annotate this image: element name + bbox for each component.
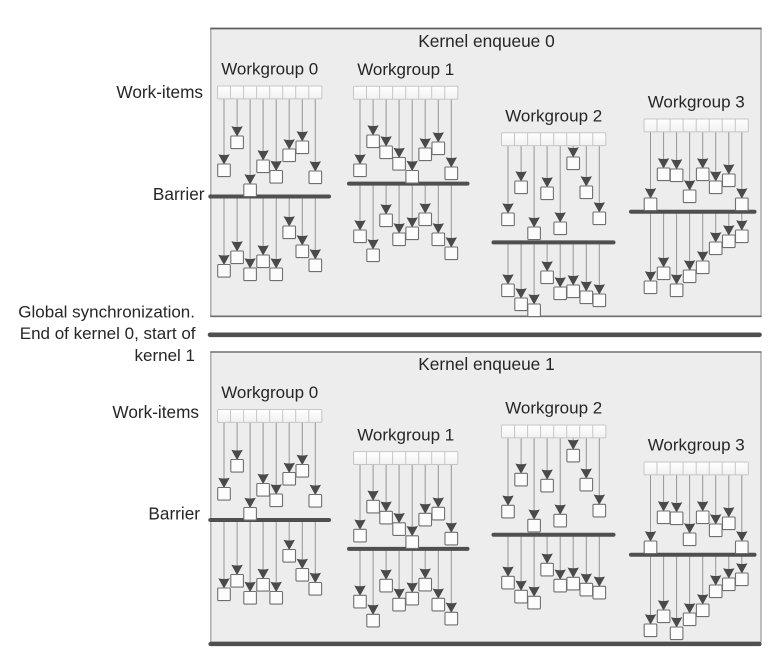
svg-text:End of kernel 0, start of: End of kernel 0, start of [20, 324, 196, 343]
svg-text:Workgroup 1: Workgroup 1 [357, 60, 454, 79]
svg-text:Work-items: Work-items [116, 82, 203, 102]
svg-text:kernel 1: kernel 1 [135, 346, 195, 365]
svg-text:Kernel enqueue 0: Kernel enqueue 0 [418, 31, 554, 51]
svg-text:Work-items: Work-items [112, 402, 199, 422]
svg-text:Barrier: Barrier [148, 504, 200, 524]
svg-text:Workgroup 1: Workgroup 1 [357, 425, 454, 444]
svg-text:Workgroup 3: Workgroup 3 [648, 436, 745, 455]
svg-text:Barrier: Barrier [153, 184, 205, 204]
svg-text:Workgroup 2: Workgroup 2 [505, 399, 602, 418]
svg-text:Workgroup 3: Workgroup 3 [648, 93, 745, 112]
svg-text:Kernel enqueue 1: Kernel enqueue 1 [418, 354, 554, 374]
svg-text:Global synchronization.: Global synchronization. [18, 303, 195, 322]
svg-text:Workgroup 0: Workgroup 0 [221, 383, 318, 402]
svg-text:Workgroup 0: Workgroup 0 [221, 60, 318, 79]
svg-text:Workgroup 2: Workgroup 2 [505, 106, 602, 125]
